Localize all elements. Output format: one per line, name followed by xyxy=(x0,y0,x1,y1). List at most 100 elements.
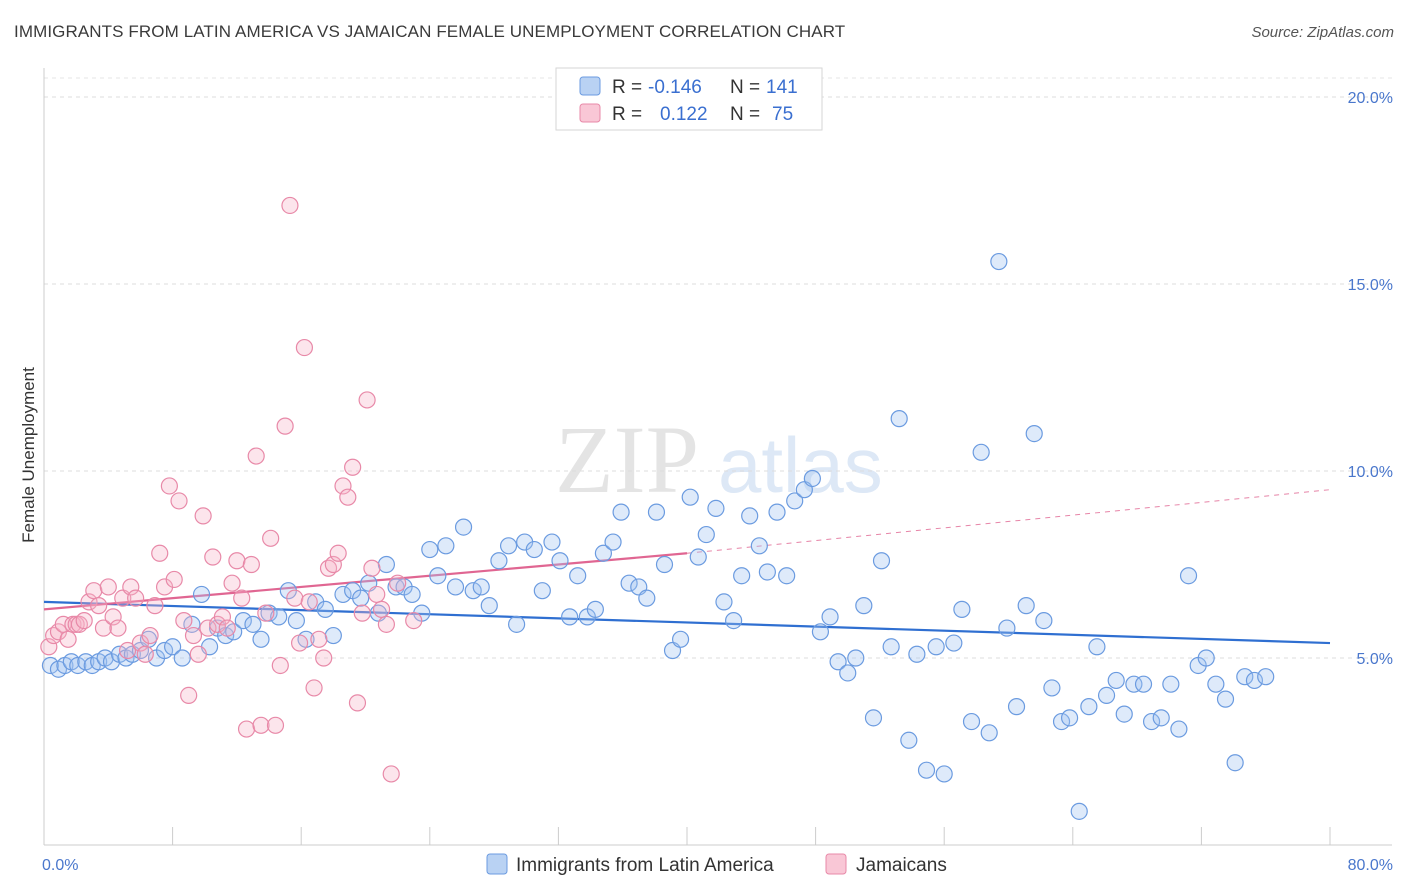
point-latin-america xyxy=(446,578,465,596)
point-jamaicans xyxy=(286,589,304,607)
point-latin-america xyxy=(864,709,883,727)
point-latin-america xyxy=(778,567,796,585)
point-jamaicans xyxy=(300,593,318,611)
point-latin-america xyxy=(890,410,908,428)
point-latin-america xyxy=(569,567,587,585)
legend-r-value-2: 0.122 xyxy=(660,104,708,125)
point-latin-america xyxy=(908,645,926,663)
point-latin-america xyxy=(882,638,900,656)
chart-source: Source: ZipAtlas.com xyxy=(1251,24,1394,41)
point-latin-america xyxy=(839,664,857,682)
point-latin-america xyxy=(454,518,473,536)
point-latin-america xyxy=(1035,611,1053,630)
point-latin-america xyxy=(352,589,370,607)
y-tick-label: 5.0% xyxy=(1357,651,1393,668)
point-latin-america xyxy=(725,611,743,630)
point-latin-america xyxy=(1207,675,1225,693)
watermark-zip: ZIP xyxy=(555,406,699,513)
point-latin-america xyxy=(594,544,613,562)
y-tick-label: 10.0% xyxy=(1348,464,1393,481)
point-jamaicans xyxy=(104,608,122,626)
point-jamaicans xyxy=(118,641,137,660)
point-latin-america xyxy=(192,585,211,604)
point-jamaicans xyxy=(184,626,203,645)
point-latin-america xyxy=(561,608,579,626)
point-latin-america xyxy=(551,552,569,570)
point-latin-america xyxy=(173,649,191,667)
point-latin-america xyxy=(715,593,733,611)
point-jamaicans xyxy=(262,529,280,547)
point-latin-america xyxy=(155,641,174,660)
point-jamaicans xyxy=(175,611,193,630)
legend-swatch-pink xyxy=(579,103,601,123)
series-legend-swatch-jamaicans xyxy=(825,853,847,875)
point-latin-america xyxy=(847,649,865,667)
point-jamaicans xyxy=(257,604,275,622)
point-latin-america xyxy=(953,600,971,618)
point-latin-america xyxy=(525,540,543,559)
point-jamaicans xyxy=(218,619,236,637)
point-latin-america xyxy=(697,525,715,544)
point-latin-america xyxy=(1179,567,1198,585)
point-jamaicans xyxy=(199,619,217,637)
point-latin-america xyxy=(234,611,252,630)
point-jamaicans xyxy=(329,544,347,562)
point-latin-america xyxy=(935,765,953,783)
point-jamaicans xyxy=(242,555,260,574)
point-latin-america xyxy=(69,656,87,675)
point-latin-america xyxy=(287,611,305,630)
point-latin-america xyxy=(1097,686,1116,705)
point-jamaicans xyxy=(127,589,145,607)
point-latin-america xyxy=(1115,705,1133,723)
point-latin-america xyxy=(472,578,490,596)
point-jamaicans xyxy=(271,656,289,675)
point-jamaicans xyxy=(295,338,314,357)
legend-r-label-2: R = xyxy=(612,104,642,125)
axes: 5.0% 10.0% 15.0% 20.0% 0.0% 80.0% xyxy=(42,68,1393,874)
point-latin-america xyxy=(499,537,518,555)
point-latin-america xyxy=(1080,698,1098,716)
point-latin-america xyxy=(1197,649,1215,667)
point-latin-america xyxy=(803,469,821,488)
point-jamaicans xyxy=(290,634,309,652)
point-jamaicans xyxy=(122,578,140,596)
point-latin-america xyxy=(437,537,455,555)
point-latin-america xyxy=(429,567,447,585)
legend-r-value-1: -0.146 xyxy=(648,77,702,98)
point-jamaicans xyxy=(136,645,154,663)
point-jamaicans xyxy=(372,600,391,618)
correlation-legend: R = -0.146 N = 141 R = 0.122 N = 75 xyxy=(555,67,823,131)
point-jamaicans xyxy=(80,593,98,611)
point-latin-america xyxy=(917,761,936,779)
point-latin-america xyxy=(490,552,508,570)
point-latin-america xyxy=(733,567,751,585)
point-jamaicans xyxy=(334,477,352,495)
point-latin-america xyxy=(620,574,638,592)
x-tick-label-max: 80.0% xyxy=(1348,857,1393,874)
point-latin-america xyxy=(543,533,561,551)
point-latin-america xyxy=(872,552,891,570)
point-jamaicans xyxy=(348,694,367,712)
point-latin-america xyxy=(707,499,725,517)
point-latin-america xyxy=(758,563,776,581)
series-legend-swatch-latin-america xyxy=(486,853,508,875)
point-latin-america xyxy=(1152,709,1170,727)
point-latin-america xyxy=(990,252,1008,271)
point-latin-america xyxy=(324,626,342,645)
point-latin-america xyxy=(1088,638,1106,656)
trend-lines xyxy=(43,489,1331,645)
point-latin-america xyxy=(533,582,551,600)
point-latin-america xyxy=(1257,668,1275,686)
point-latin-america xyxy=(689,548,707,566)
point-jamaicans xyxy=(99,578,117,596)
point-jamaicans xyxy=(247,447,265,465)
point-jamaicans xyxy=(281,196,299,215)
point-latin-america xyxy=(1060,709,1079,727)
point-latin-america xyxy=(1070,802,1088,820)
point-latin-america xyxy=(855,597,873,615)
point-latin-america xyxy=(377,555,395,574)
point-latin-america xyxy=(972,443,990,461)
trend-line-extension-jamaicans xyxy=(686,489,1331,554)
point-jamaicans xyxy=(40,638,58,656)
